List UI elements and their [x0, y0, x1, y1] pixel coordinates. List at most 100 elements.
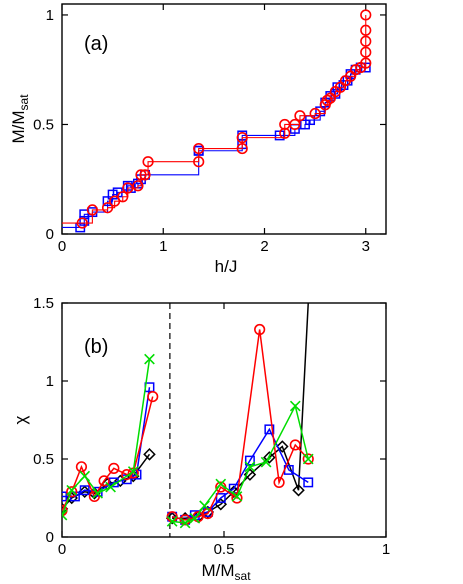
- panel-a-square-point: [107, 189, 118, 200]
- panel-a-circle-point: [360, 46, 372, 58]
- panel-a-circle-point: [360, 9, 372, 21]
- panel-b-circle-point: [121, 469, 133, 481]
- panel-b-y-tick-label: 1: [46, 373, 54, 390]
- panel-b-circle-point: [88, 490, 100, 503]
- panel-a-circle-point: [101, 202, 114, 214]
- panel-b-x-point: [127, 466, 139, 477]
- panel-b-square-point: [62, 491, 67, 502]
- panel-b-diamond-point: [276, 440, 289, 453]
- panel-b-x-point: [289, 400, 301, 412]
- panel-a-circle-point: [193, 142, 205, 155]
- panel-a-circle-point: [360, 35, 372, 47]
- panel-a-chart: 0 1 2 3 0 0.5 1 h/J M/Msat (a): [9, 3, 387, 276]
- panel-b-x-point: [179, 517, 191, 529]
- panel-a-circle-point: [321, 94, 333, 106]
- panel-b-series-diamond-line: [172, 303, 309, 520]
- panel-b-circle-point: [289, 439, 301, 451]
- panel-a-series-square: [62, 62, 371, 233]
- panel-a-circle-point: [350, 64, 362, 76]
- panel-a-square-point: [79, 215, 90, 226]
- panel-a-circle-point: [76, 217, 88, 229]
- panel-a-circle-point: [132, 180, 144, 192]
- panel-b-circle-point: [75, 461, 88, 473]
- panel-a-circle-point: [360, 57, 372, 69]
- panel-b-x-point: [92, 487, 104, 499]
- panel-a-circle-point: [309, 107, 321, 120]
- panel-a-y-tick-label: 0.5: [33, 116, 54, 133]
- panel-a-circle-point: [142, 156, 154, 168]
- panel-b-y-tick-label: 0.5: [33, 451, 54, 468]
- panel-b-diamond-point: [143, 448, 156, 461]
- panel-a-y-axis-label-sub: sat: [17, 94, 31, 111]
- panel-b-square-point: [215, 493, 226, 503]
- panel-a-circle-point: [86, 204, 98, 216]
- panel-a-circle-point: [122, 182, 134, 194]
- panel-b-circle-point: [254, 323, 266, 336]
- panel-a-y-tick-label: 0: [46, 226, 54, 243]
- panel-b-x-point: [166, 516, 178, 527]
- panel-a-circle-point: [139, 169, 151, 181]
- panel-b-x-point: [260, 456, 272, 468]
- panel-b-x-tick-label: 0.5: [214, 541, 235, 558]
- panel-a-circle-point: [279, 127, 291, 139]
- panel-b-x-tick-label: 1: [382, 541, 390, 558]
- panel-b-square-point: [303, 477, 314, 488]
- panel-b-x-axis-label-main: M/M: [201, 561, 234, 580]
- panel-b-y-axis-label: χ: [11, 415, 30, 424]
- panel-b-y-tick-label: 1.5: [33, 295, 54, 312]
- panel-a-circle-point: [236, 132, 248, 144]
- panel-a-x-tick-label: 3: [362, 238, 370, 255]
- panel-a-circle-point: [135, 169, 147, 181]
- panel-b-series-x-line: [172, 403, 309, 524]
- panel-b-x-axis-label: M/Msat: [201, 561, 251, 583]
- panel-a-circle-point: [236, 142, 248, 155]
- panel-a-circle-point: [117, 191, 129, 203]
- panel-a-x-tick-label: 0: [58, 238, 66, 255]
- panel-b-y-tick-label: 0: [46, 529, 54, 546]
- panel-b-x-tick-label: 0: [58, 541, 66, 558]
- panel-b-x-point: [302, 453, 314, 465]
- panel-a-square-point: [102, 196, 113, 207]
- panel-b-chart: 0 0.5 1 0 0.5 1 1.5 M/Msat χ (b): [11, 295, 390, 583]
- panel-b-series-circle-line: [171, 329, 309, 521]
- panel-b-circle-point: [108, 462, 120, 474]
- panel-a-series-circle: [62, 9, 372, 229]
- panel-b-x-point: [105, 481, 116, 493]
- panel-b-x-point: [144, 353, 155, 365]
- panel-b-label: (b): [84, 336, 108, 358]
- panel-a-circle-point: [360, 24, 372, 36]
- panel-b-x-point: [215, 478, 227, 490]
- panel-b-square-point: [264, 424, 275, 435]
- panel-a-plot-frame: [61, 3, 387, 235]
- panel-a-x-tick-label: 1: [159, 238, 167, 255]
- panel-b-square-point: [244, 455, 255, 466]
- panel-a-label: (a): [84, 33, 108, 55]
- panel-b-x-point: [62, 509, 68, 521]
- panel-b-x-axis-label-sub: sat: [235, 569, 252, 583]
- panel-b-series-x: [62, 353, 314, 529]
- panel-a-circle-point: [289, 118, 301, 131]
- panel-a-x-tick-label: 2: [260, 238, 268, 255]
- panel-b-circle-point: [98, 475, 110, 487]
- panel-a-x-axis-label: h/J: [215, 257, 238, 276]
- panel-b-circle-point: [273, 476, 285, 489]
- panel-b-x-point: [199, 500, 210, 512]
- panel-b-series-square-line: [62, 387, 151, 498]
- panel-a-circle-point: [193, 156, 205, 168]
- panel-a-y-tick-label: 1: [46, 7, 54, 24]
- panel-b-x-point: [189, 512, 201, 524]
- panel-b-x-point: [244, 461, 256, 473]
- panel-b-x-point: [79, 470, 91, 482]
- panel-a-y-axis-label-main: M/M: [9, 110, 28, 143]
- panel-b-diamond-point: [292, 483, 305, 497]
- panel-b-x-point: [231, 491, 243, 502]
- panel-b-circle-point: [302, 453, 314, 465]
- panel-b-square-point: [79, 485, 90, 496]
- panel-b-x-point: [66, 484, 78, 496]
- panel-b-circle-point: [147, 391, 159, 403]
- panel-b-diamond-point: [263, 451, 276, 464]
- panel-b-circle-point: [66, 486, 78, 498]
- panel-a-circle-point: [294, 110, 306, 122]
- panel-b-circle-point: [231, 492, 243, 504]
